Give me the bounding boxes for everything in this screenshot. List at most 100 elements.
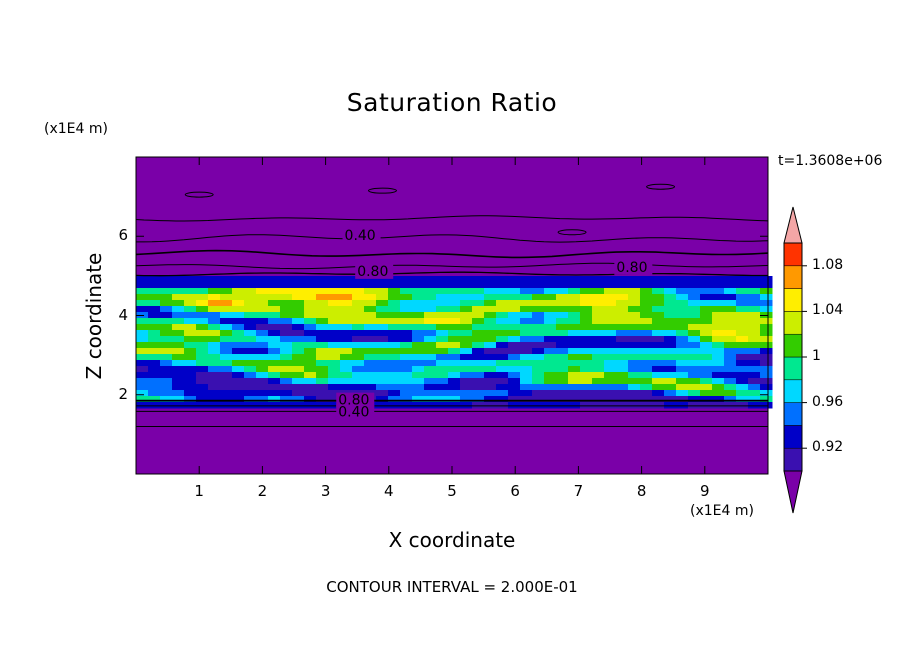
field-cell	[208, 353, 221, 361]
field-cell	[184, 293, 197, 301]
field-cell	[412, 329, 425, 337]
field-cell	[544, 329, 557, 337]
field-cell	[712, 329, 725, 337]
field-cell	[448, 317, 461, 325]
field-cell	[592, 299, 605, 307]
field-cell	[640, 335, 653, 343]
field-cell	[136, 293, 149, 301]
field-cell	[760, 287, 773, 295]
field-cell	[604, 353, 617, 361]
x-tick-label: 9	[700, 482, 710, 500]
field-cell	[400, 377, 413, 385]
field-cell	[220, 377, 233, 385]
field-cell	[448, 305, 461, 313]
field-cell	[160, 305, 173, 313]
field-cell	[232, 389, 245, 397]
field-cell	[244, 275, 257, 283]
field-cell	[160, 377, 173, 385]
field-cell	[292, 347, 305, 355]
field-cell	[376, 347, 389, 355]
field-cell	[724, 335, 737, 343]
field-cell	[556, 341, 569, 349]
field-cell	[688, 299, 701, 307]
field-cell	[352, 341, 365, 349]
field-cell	[628, 353, 641, 361]
field-cell	[268, 353, 281, 361]
field-cell	[628, 365, 641, 373]
field-cell	[616, 287, 629, 295]
field-cell	[304, 323, 317, 331]
field-cell	[172, 371, 185, 379]
field-cell	[484, 395, 497, 403]
field-cell	[724, 275, 737, 283]
field-cell	[640, 299, 653, 307]
field-cell	[496, 335, 509, 343]
field-cell	[148, 329, 161, 337]
field-cell	[316, 401, 329, 409]
field-cell	[208, 323, 221, 331]
field-cell	[628, 383, 641, 391]
field-cell	[220, 359, 233, 367]
field-cell	[760, 365, 773, 373]
field-cell	[640, 383, 653, 391]
field-cell	[136, 317, 149, 325]
field-cell	[640, 323, 653, 331]
field-cell	[220, 389, 233, 397]
field-cell	[580, 311, 593, 319]
field-cell	[364, 275, 377, 283]
field-cell	[412, 287, 425, 295]
field-cell	[364, 329, 377, 337]
field-cell	[556, 311, 569, 319]
field-cell	[748, 317, 761, 325]
field-cell	[556, 377, 569, 385]
colorbar-band	[783, 379, 803, 403]
field-cell	[196, 317, 209, 325]
field-cell	[376, 389, 389, 397]
field-cell	[508, 377, 521, 385]
field-cell	[256, 311, 269, 319]
contour-line-upper-1	[135, 215, 769, 222]
field-cell	[424, 317, 437, 325]
field-cell	[184, 347, 197, 355]
field-cell	[256, 371, 269, 379]
field-cell	[400, 329, 413, 337]
field-cell	[604, 395, 617, 403]
field-cell	[508, 395, 521, 403]
field-cell	[688, 317, 701, 325]
field-cell	[760, 299, 773, 307]
field-cell	[172, 281, 185, 289]
contour-label-bg	[614, 259, 653, 275]
field-cell	[232, 359, 245, 367]
field-cell	[688, 401, 701, 409]
field-cell	[712, 353, 725, 361]
field-cell	[664, 395, 677, 403]
field-cell	[148, 365, 161, 373]
field-cell	[580, 389, 593, 397]
field-cell	[208, 293, 221, 301]
contour-label-bg	[342, 228, 381, 244]
field-cell	[292, 341, 305, 349]
field-cell	[352, 323, 365, 331]
field-cell	[568, 365, 581, 373]
field-cell	[688, 293, 701, 301]
field-cell	[604, 281, 617, 289]
field-cell	[352, 329, 365, 337]
field-cell	[436, 311, 449, 319]
field-cell	[436, 287, 449, 295]
contour-label-bg	[336, 404, 375, 420]
field-cell	[700, 317, 713, 325]
field-cell	[544, 281, 557, 289]
field-cell	[640, 311, 653, 319]
field-cell	[712, 287, 725, 295]
field-cell	[436, 371, 449, 379]
field-cell	[568, 395, 581, 403]
contour-label-bg	[355, 263, 394, 279]
field-cell	[268, 365, 281, 373]
field-cell	[460, 395, 473, 403]
field-cell	[184, 401, 197, 409]
field-cell	[268, 329, 281, 337]
contour-label-bg	[336, 392, 375, 408]
field-cell	[256, 299, 269, 307]
field-cell	[532, 293, 545, 301]
field-cell	[136, 305, 149, 313]
